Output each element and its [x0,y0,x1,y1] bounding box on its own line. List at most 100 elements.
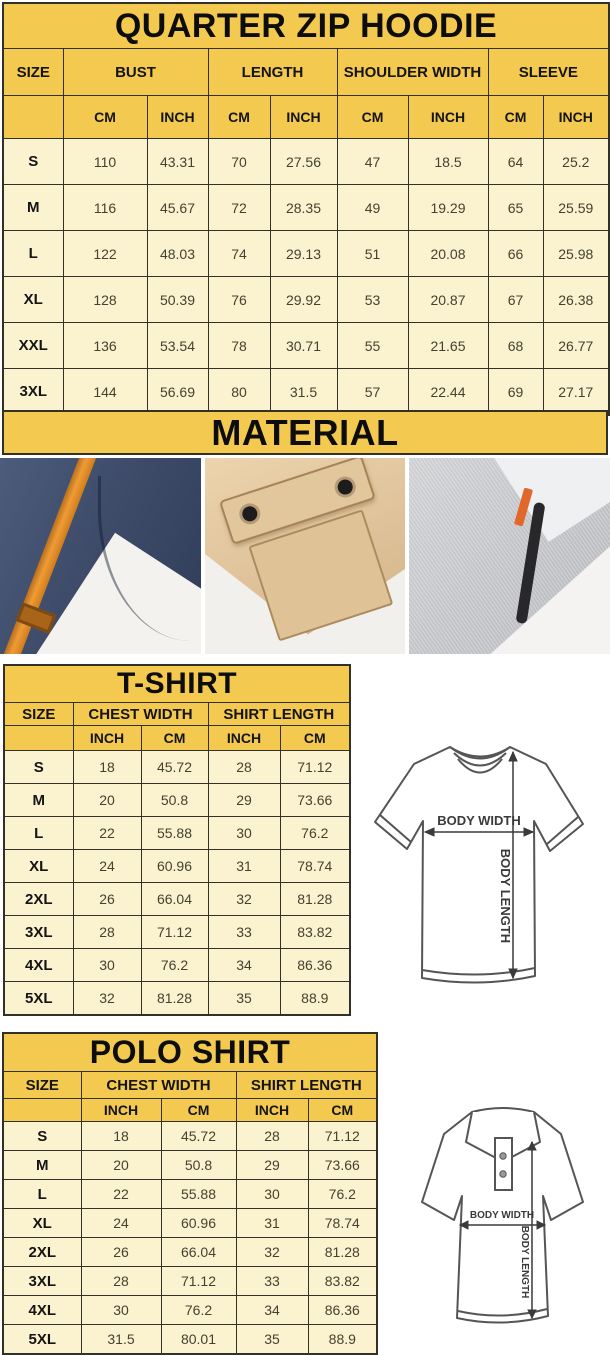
header-shirt-length: SHIRT LENGTH [207,702,351,726]
header-sleeve: SLEEVE [487,48,610,96]
value-cell: 26 [80,1237,162,1267]
size-cell: XL [2,276,64,323]
table-row: M 20 50.8 29 73.66 [2,1150,378,1180]
value-cell: 21.65 [407,322,489,369]
value-cell: 19.29 [407,184,489,231]
size-cell: L [2,230,64,277]
collar-rib [449,746,511,760]
value-cell: 18 [72,750,142,784]
value-cell: 66.04 [140,882,209,916]
polo-button [499,1152,507,1160]
table-row: M 116 45.67 72 28.35 49 19.29 65 25.59 [2,184,610,231]
body-width-label: BODY WIDTH [470,1210,534,1221]
size-cell: 2XL [3,882,74,916]
value-cell: 50.8 [140,783,209,817]
size-cell: L [2,1179,82,1209]
value-cell: 18 [80,1121,162,1151]
table-row: 4XL 30 76.2 34 86.36 [3,948,351,982]
value-cell: 65 [487,184,544,231]
value-cell: 83.82 [307,1266,378,1296]
table-row: XL 24 60.96 31 78.74 [2,1208,378,1238]
size-cell: 3XL [2,368,64,416]
size-cell: M [2,1150,82,1180]
body-length-label: BODY LENGTH [498,849,513,943]
value-cell: 81.28 [279,882,351,916]
table-row: S 110 43.31 70 27.56 47 18.5 64 25.2 [2,138,610,185]
hoodie-table-body: S 110 43.31 70 27.56 47 18.5 64 25.2 M 116 45.67 72 2… [2,138,610,416]
value-cell: 48.03 [146,230,209,277]
hem-line [457,1308,548,1317]
material-photo-khaki-pocket [204,458,406,654]
value-cell: 67 [487,276,544,323]
value-cell: 55 [336,322,409,369]
polo-size-chart: POLO SHIRT SIZE CHEST WIDTH SHIRT LENGTH… [2,1032,379,1355]
material-photo-gray-zipper [409,458,610,654]
size-cell: M [2,184,64,231]
hoodie-size-chart: QUARTER ZIP HOODIE SIZE BUST LENGTH SHOU… [2,2,610,416]
size-cell: 2XL [2,1237,82,1267]
value-cell: 144 [62,368,148,416]
value-cell: 28 [80,1266,162,1296]
value-cell: 47 [336,138,409,185]
value-cell: 25.2 [542,138,610,185]
material-section-title: MATERIAL [2,410,608,455]
size-cell: XL [2,1208,82,1238]
value-cell: 69 [487,368,544,416]
value-cell: 56.69 [146,368,209,416]
header-size: SIZE [2,1071,82,1099]
size-spacer-cell [3,725,74,751]
value-cell: 49 [336,184,409,231]
unit-header-cell: INCH [80,1098,162,1122]
value-cell: 31.5 [269,368,338,416]
tshirt-outline [374,746,584,984]
value-cell: 71.12 [307,1121,378,1151]
value-cell: 60.96 [160,1208,237,1238]
value-cell: 76.2 [279,816,351,850]
value-cell: 22.44 [407,368,489,416]
value-cell: 122 [62,230,148,277]
value-cell: 71.12 [279,750,351,784]
value-cell: 86.36 [279,948,351,982]
unit-header-cell: CM [140,725,209,751]
value-cell: 18.5 [407,138,489,185]
value-cell: 33 [235,1266,309,1296]
size-cell: S [2,1121,82,1151]
value-cell: 25.98 [542,230,610,277]
value-cell: 73.66 [307,1150,378,1180]
hoodie-table-title: QUARTER ZIP HOODIE [2,2,610,49]
size-cell: 3XL [2,1266,82,1296]
polo-table-body: S 18 45.72 28 71.12 M 20 50.8 29 73.66 L 22 55.88 30 7… [2,1121,378,1355]
button-placket [494,1137,513,1191]
value-cell: 33 [207,915,281,949]
value-cell: 24 [72,849,142,883]
value-cell: 55.88 [140,816,209,850]
size-cell: S [2,138,64,185]
value-cell: 128 [62,276,148,323]
value-cell: 76.2 [160,1295,237,1325]
value-cell: 71.12 [140,915,209,949]
header-size: SIZE [2,48,64,96]
value-cell: 51 [336,230,409,277]
unit-header-cell: CM [62,95,148,139]
value-cell: 30.71 [269,322,338,369]
table-row: L 122 48.03 74 29.13 51 20.08 66 25.98 [2,230,610,277]
polo-diagram: BODY WIDTH BODY LENGTH [421,1107,584,1324]
unit-header-cell: INCH [235,1098,309,1122]
value-cell: 50.8 [160,1150,237,1180]
value-cell: 83.82 [279,915,351,949]
table-row: 2XL 26 66.04 32 81.28 [2,1237,378,1267]
value-cell: 76 [207,276,271,323]
value-cell: 29.92 [269,276,338,323]
size-cell: 4XL [2,1295,82,1325]
value-cell: 20.08 [407,230,489,277]
value-cell: 35 [207,981,281,1016]
value-cell: 81.28 [307,1237,378,1267]
value-cell: 88.9 [307,1324,378,1355]
header-shoulder-width: SHOULDER WIDTH [336,48,489,96]
value-cell: 88.9 [279,981,351,1016]
table-row: XXL 136 53.54 78 30.71 55 21.65 68 26.77 [2,322,610,369]
collar-rib [453,752,507,767]
value-cell: 31 [235,1208,309,1238]
value-cell: 20.87 [407,276,489,323]
snap-button [335,477,355,497]
